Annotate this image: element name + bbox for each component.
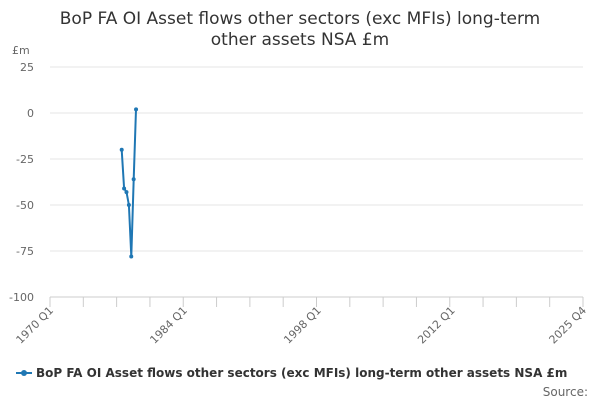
gridlines xyxy=(50,66,583,252)
y-axis-label: £m xyxy=(12,44,30,57)
x-tick-labels: 1970 Q1 1984 Q1 1998 Q1 2012 Q1 2025 Q4 xyxy=(14,304,590,347)
chart-title-line-2: other assets NSA £m xyxy=(210,30,390,50)
data-point xyxy=(129,254,134,259)
legend-label: BoP FA OI Asset flows other sectors (exc… xyxy=(36,366,568,380)
legend[interactable]: BoP FA OI Asset flows other sectors (exc… xyxy=(16,366,567,380)
x-tick-label: 1970 Q1 xyxy=(14,304,57,347)
data-point xyxy=(131,177,136,182)
y-tick-label: 25 xyxy=(20,61,34,74)
x-tick-label: 1998 Q1 xyxy=(281,304,324,347)
series-layer xyxy=(119,107,139,259)
x-axis xyxy=(49,296,584,307)
chart-title: BoP FA OI Asset flows other sectors (exc… xyxy=(0,9,600,51)
x-tick-label: 1984 Q1 xyxy=(147,304,190,347)
data-point xyxy=(122,186,127,191)
legend-line-marker-icon xyxy=(16,367,32,379)
y-tick-label: -25 xyxy=(16,153,34,166)
x-tick-label: 2012 Q1 xyxy=(415,304,458,347)
y-tick-label: 0 xyxy=(27,107,34,120)
series-line xyxy=(120,109,137,258)
x-tick-label: 2025 Q4 xyxy=(547,304,590,347)
data-point xyxy=(119,147,124,152)
source-label: Source: xyxy=(542,385,588,399)
data-point xyxy=(134,107,139,112)
chart-title-line-1: BoP FA OI Asset flows other sectors (exc… xyxy=(59,9,541,29)
y-tick-label: -50 xyxy=(16,199,34,212)
data-point xyxy=(126,203,131,207)
data-point xyxy=(124,190,129,195)
y-tick-labels: 25 0 -25 -50 -75 -100 xyxy=(9,61,34,304)
y-tick-label: -75 xyxy=(16,245,34,258)
y-tick-label: -100 xyxy=(9,291,34,304)
